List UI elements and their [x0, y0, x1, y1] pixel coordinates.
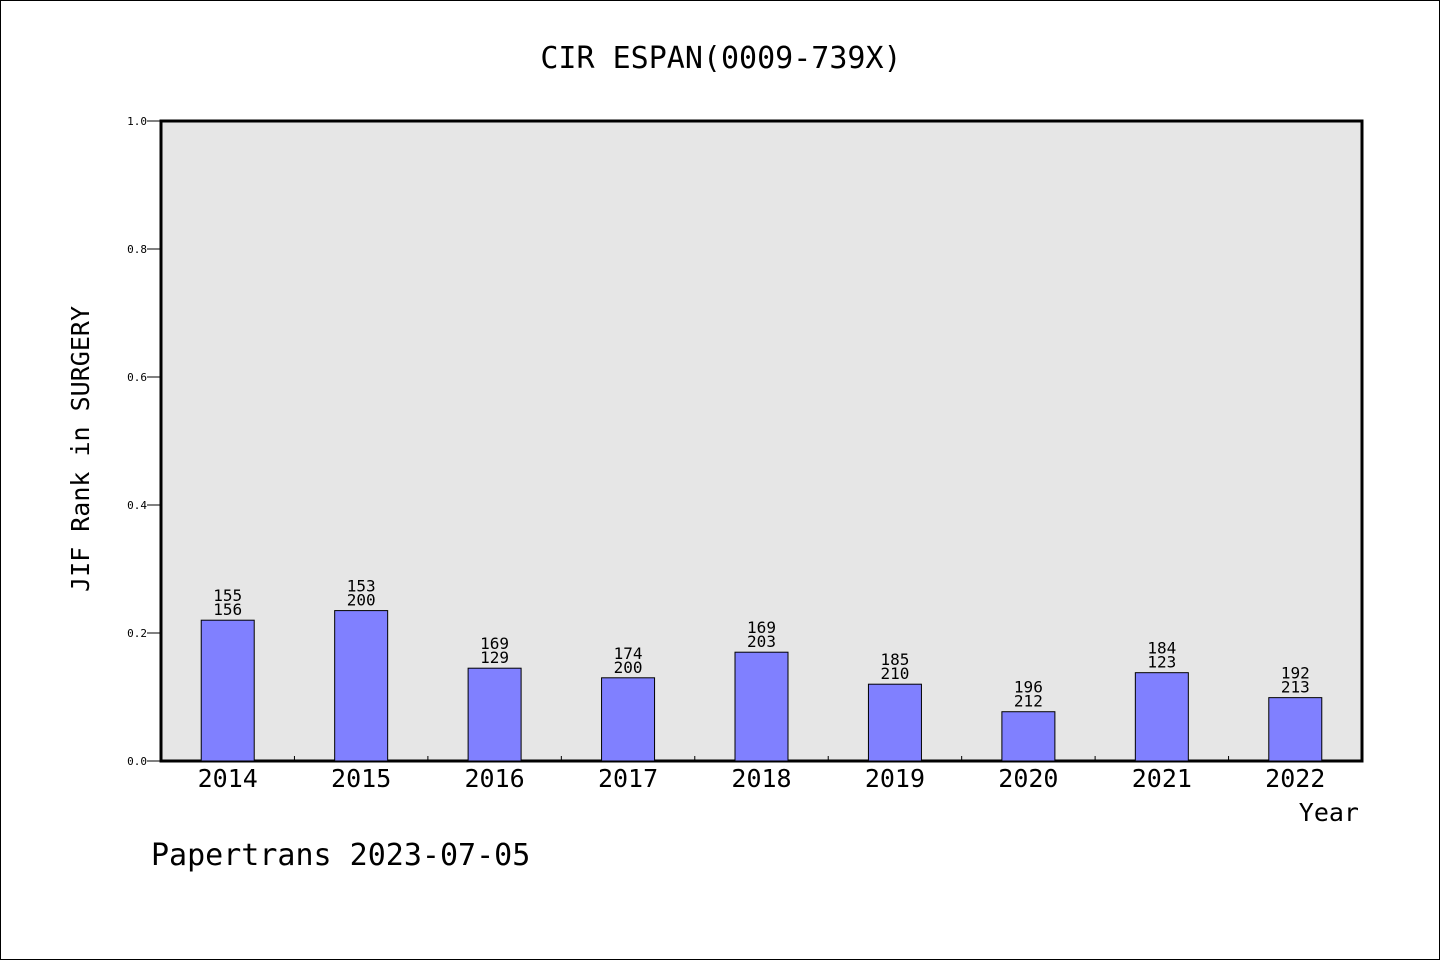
x-tick-label: 2015: [331, 764, 391, 793]
x-tick-label: 2020: [998, 764, 1058, 793]
y-axis-label: JIF Rank in SURGERY: [66, 306, 95, 592]
x-tick-label: 2014: [198, 764, 258, 793]
bar-rank-label: 196: [1014, 678, 1043, 697]
bar-total-label: 123: [1147, 653, 1176, 672]
bar-total-label: 200: [347, 591, 376, 610]
y-tick-label: 0.8: [127, 243, 147, 256]
bar-rank-label: 185: [880, 650, 909, 669]
bar-rank-label: 174: [614, 644, 643, 663]
bar-total-label: 212: [1014, 692, 1043, 711]
y-tick-label: 1.0: [127, 115, 147, 128]
bar-rank-label: 169: [480, 634, 509, 653]
y-tick-label: 0.2: [127, 627, 147, 640]
bar-total-label: 156: [213, 600, 242, 619]
x-axis: 2014 2015 2016 2017 2018 2019 2020 2021 2022: [198, 756, 1325, 793]
x-axis-label: Year: [1299, 798, 1359, 827]
bar-total-label: 203: [747, 632, 776, 651]
x-tick-label: 2016: [465, 764, 525, 793]
bar: [1268, 697, 1323, 762]
y-tick-label: 0.4: [127, 499, 147, 512]
bar-total-label: 213: [1281, 678, 1310, 697]
bar-rank-label: 169: [747, 618, 776, 637]
bar-total-label: 200: [614, 658, 643, 677]
bar: [867, 683, 922, 762]
bar: [601, 677, 656, 762]
x-tick-label: 2019: [865, 764, 925, 793]
bar: [1134, 672, 1189, 762]
bar: [200, 619, 255, 762]
bar: [334, 610, 389, 762]
x-tick-label: 2018: [731, 764, 791, 793]
y-tick-label: 0.6: [127, 371, 147, 384]
bar: [734, 651, 789, 762]
bar: [467, 667, 522, 762]
x-tick-label: 2021: [1132, 764, 1192, 793]
y-tick-label: 0.0: [127, 755, 147, 768]
x-tick-label: 2017: [598, 764, 658, 793]
bar-rank-label: 155: [213, 586, 242, 605]
chart-title: CIR ESPAN(0009-739X): [540, 41, 901, 76]
bar: [1001, 711, 1056, 762]
footer-text: Papertrans 2023-07-05: [151, 838, 530, 873]
y-axis: 0.0 0.2 0.4 0.6 0.8 1.0: [127, 115, 161, 768]
x-tick-label: 2022: [1265, 764, 1325, 793]
bar-total-label: 210: [880, 664, 909, 683]
bar-total-label: 129: [480, 648, 509, 667]
bar-rank-label: 184: [1147, 639, 1176, 658]
bar-rank-label: 192: [1281, 664, 1310, 683]
bar-rank-label: 153: [347, 577, 376, 596]
